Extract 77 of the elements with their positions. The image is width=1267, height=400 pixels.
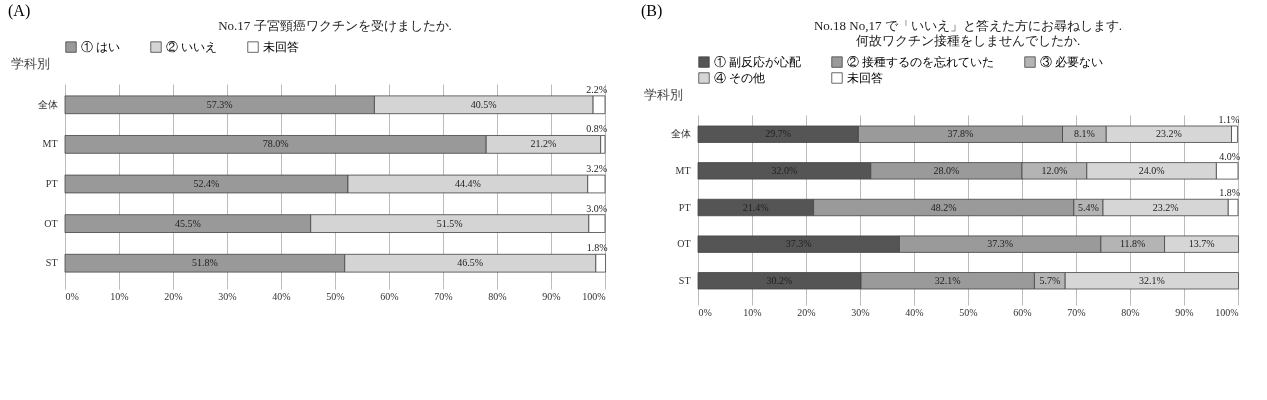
x-tick-label: 20% (164, 290, 183, 302)
y-tick-label: 全体 (37, 98, 58, 110)
legend-label: 未回答 (847, 71, 883, 85)
data-label: 24.0% (1138, 164, 1165, 176)
data-label: 78.0% (262, 138, 289, 150)
x-tick-label: 90% (1175, 306, 1194, 318)
legend-label: ① はい (81, 40, 120, 55)
y-tick-label: OT (677, 238, 691, 250)
data-label: 21.2% (530, 138, 557, 150)
x-tick-label: 20% (797, 306, 816, 318)
data-label: 57.3% (206, 98, 233, 110)
legend-label: 未回答 (263, 40, 299, 55)
data-label: 23.2% (1155, 128, 1182, 140)
x-tick-label: 30% (218, 290, 237, 302)
data-label: 44.4% (454, 178, 481, 189)
x-tick-label: 50% (959, 306, 978, 318)
y-tick-label: OT (44, 217, 58, 229)
x-tick-label: 50% (326, 290, 345, 302)
x-tick-label: 80% (488, 290, 507, 302)
data-label: 2.2% (586, 83, 607, 95)
data-label: 28.0% (933, 164, 960, 176)
data-label: 51.8% (191, 257, 218, 269)
data-label: 1.8% (586, 242, 608, 254)
data-label: 23.2% (1152, 201, 1179, 213)
text: (B) (641, 2, 663, 19)
x-tick-label: 100% (582, 290, 606, 302)
data-label: 46.5% (457, 257, 484, 269)
data-label: 3.0% (586, 202, 607, 214)
y-tick-label: MT (42, 138, 58, 150)
x-tick-label: 10% (110, 290, 129, 302)
data-label: 11.8% (1119, 238, 1146, 250)
data-label: 1.1% (1218, 113, 1240, 125)
x-tick-label: 80% (1121, 306, 1140, 318)
data-label: 0.8% (586, 123, 607, 135)
x-tick-label: 70% (434, 290, 453, 302)
y-tick-label: PT (45, 178, 58, 189)
x-tick-label: 100% (1215, 306, 1239, 318)
legend-label: ② 接種するのを忘れていた (847, 55, 994, 70)
data-label: 45.5% (174, 217, 201, 229)
data-label: 5.4% (1078, 201, 1099, 213)
y-tick-label: 全体 (670, 128, 691, 140)
data-label: 51.5% (436, 217, 463, 229)
text: (A) (8, 2, 31, 19)
x-tick-label: 60% (380, 290, 399, 302)
y-tick-label: MT (675, 164, 691, 176)
legend-label: ② いいえ (166, 40, 217, 55)
x-tick-label: 0% (698, 306, 712, 318)
data-label: 48.2% (930, 201, 957, 213)
data-label: 8.1% (1073, 128, 1095, 140)
x-tick-label: 70% (1067, 306, 1086, 318)
legend-label: ① 副反応が心配 (714, 55, 801, 70)
data-label: 3.2% (586, 163, 607, 175)
x-tick-label: 90% (542, 290, 561, 302)
x-tick-label: 10% (743, 306, 762, 318)
x-tick-label: 0% (65, 290, 79, 302)
x-tick-label: 30% (851, 306, 870, 318)
data-label: 52.4% (193, 178, 220, 189)
x-tick-label: 60% (1013, 306, 1032, 318)
y-axis-title: 学科別 (643, 86, 683, 102)
y-tick-label: ST (45, 257, 58, 269)
data-label: 13.7% (1188, 238, 1215, 250)
legend-label: ③ 必要ない (1040, 55, 1103, 70)
legend-label: ④ その他 (714, 71, 765, 85)
y-axis-title: 学科別 (10, 55, 50, 71)
y-tick-label: PT (678, 201, 691, 213)
x-tick-label: 40% (272, 290, 291, 302)
data-label: 5.7% (1039, 274, 1061, 286)
data-label: 37.8% (947, 128, 974, 140)
data-label: 32.1% (1138, 274, 1165, 286)
data-label: 12.0% (1041, 164, 1068, 176)
data-label: 1.8% (1219, 187, 1240, 199)
x-tick-label: 40% (905, 306, 924, 318)
y-tick-label: ST (678, 274, 691, 286)
data-label: 32.1% (934, 274, 961, 286)
data-label: 40.5% (470, 98, 497, 110)
data-label: 37.3% (987, 238, 1014, 250)
data-label: 4.0% (1219, 150, 1240, 162)
